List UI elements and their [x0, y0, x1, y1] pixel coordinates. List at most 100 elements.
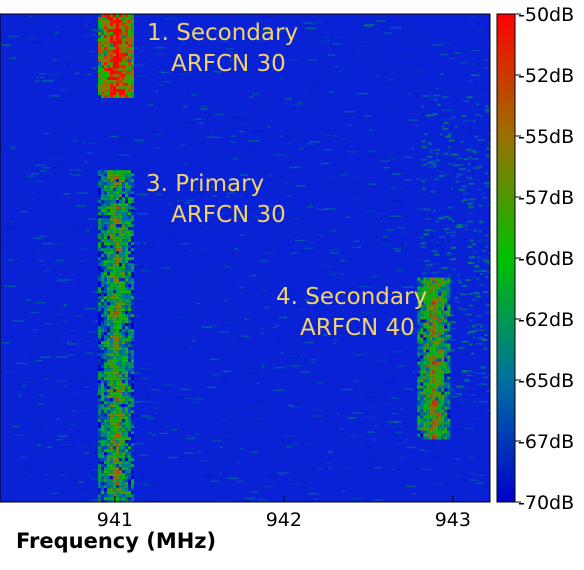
signal-cell: [122, 74, 125, 77]
noise-speck: [277, 472, 289, 474]
noise-speck: [145, 450, 153, 453]
signal-cell: [441, 355, 445, 359]
noise-speck: [430, 263, 441, 265]
signal-cell: [444, 361, 448, 365]
signal-cell: [107, 176, 110, 180]
signal-cell: [432, 403, 436, 407]
signal-cell: [107, 407, 110, 411]
signal-cell: [98, 20, 101, 23]
signal-cell: [119, 86, 122, 89]
signal-cell: [101, 77, 104, 80]
noise-speck: [267, 126, 271, 128]
signal-cell: [438, 394, 442, 398]
signal-cell: [104, 77, 107, 80]
signal-cell: [113, 338, 116, 342]
noise-speck: [475, 113, 480, 116]
x-tick-label: 943: [435, 509, 471, 531]
signal-cell: [104, 308, 107, 312]
noise-speck: [65, 57, 74, 59]
noise-speck: [478, 205, 489, 207]
signal-cell: [441, 403, 445, 407]
noise-speck: [18, 393, 22, 395]
signal-cell: [98, 200, 101, 204]
signal-cell: [423, 325, 427, 329]
signal-cell: [438, 436, 442, 440]
noise-speck: [318, 234, 324, 237]
noise-speck: [239, 286, 244, 289]
noise-speck: [248, 140, 260, 142]
signal-cell: [110, 404, 113, 408]
noise-speck: [202, 326, 213, 328]
signal-cell: [128, 401, 131, 405]
noise-speck: [451, 116, 456, 119]
noise-speck: [41, 264, 46, 266]
signal-cell: [119, 476, 122, 480]
signal-cell: [435, 376, 439, 380]
signal-cell: [119, 308, 122, 312]
signal-cell: [119, 302, 122, 306]
noise-speck: [205, 223, 216, 225]
noise-speck: [440, 77, 447, 80]
noise-speck: [133, 297, 142, 299]
signal-cell: [128, 269, 131, 273]
noise-speck: [479, 220, 482, 223]
signal-cell: [122, 80, 125, 83]
noise-speck: [84, 452, 89, 454]
signal-cell: [423, 292, 427, 296]
signal-cell: [128, 449, 131, 453]
signal-cell: [119, 212, 122, 216]
signal-cell: [125, 431, 128, 435]
signal-cell: [444, 418, 448, 422]
noise-speck: [28, 475, 31, 477]
noise-speck: [289, 433, 295, 436]
signal-annotation-arfcn: ARFCN 30: [171, 51, 286, 77]
signal-cell: [104, 482, 107, 486]
noise-speck: [58, 279, 70, 281]
noise-speck: [191, 340, 196, 342]
signal-cell: [101, 452, 104, 456]
signal-cell: [447, 280, 451, 284]
signal-cell: [423, 364, 427, 368]
signal-cell: [444, 379, 448, 383]
noise-speck: [272, 326, 277, 329]
signal-cell: [131, 428, 134, 432]
signal-cell: [435, 298, 439, 302]
noise-speck: [364, 446, 372, 448]
signal-cell: [128, 86, 131, 89]
signal-cell: [101, 368, 104, 372]
signal-cell: [98, 410, 101, 414]
noise-speck: [231, 135, 237, 137]
signal-cell: [447, 298, 451, 302]
signal-cell: [116, 386, 119, 390]
signal-cell: [128, 371, 131, 375]
signal-cell: [101, 362, 104, 366]
noise-speck: [476, 277, 480, 280]
noise-speck: [387, 421, 399, 423]
signal-cell: [107, 443, 110, 447]
signal-cell: [122, 53, 125, 56]
signal-cell: [110, 365, 113, 369]
signal-cell: [435, 346, 439, 350]
signal-cell: [119, 452, 122, 456]
signal-cell: [444, 295, 448, 299]
noise-speck: [133, 462, 137, 464]
noise-speck: [191, 401, 199, 404]
noise-speck: [403, 232, 411, 234]
noise-speck: [167, 203, 174, 205]
signal-cell: [119, 443, 122, 447]
signal-cell: [447, 334, 451, 338]
signal-cell: [432, 370, 436, 374]
signal-cell: [101, 320, 104, 324]
signal-cell: [110, 326, 113, 330]
signal-cell: [447, 340, 451, 344]
signal-cell: [116, 248, 119, 252]
signal-cell: [116, 194, 119, 198]
noise-speck: [447, 206, 455, 209]
signal-cell: [125, 320, 128, 324]
signal-cell: [113, 428, 116, 432]
signal-cell: [107, 311, 110, 315]
signal-cell: [119, 338, 122, 342]
noise-speck: [487, 262, 490, 265]
signal-cell: [426, 307, 430, 311]
signal-cell: [122, 335, 125, 339]
